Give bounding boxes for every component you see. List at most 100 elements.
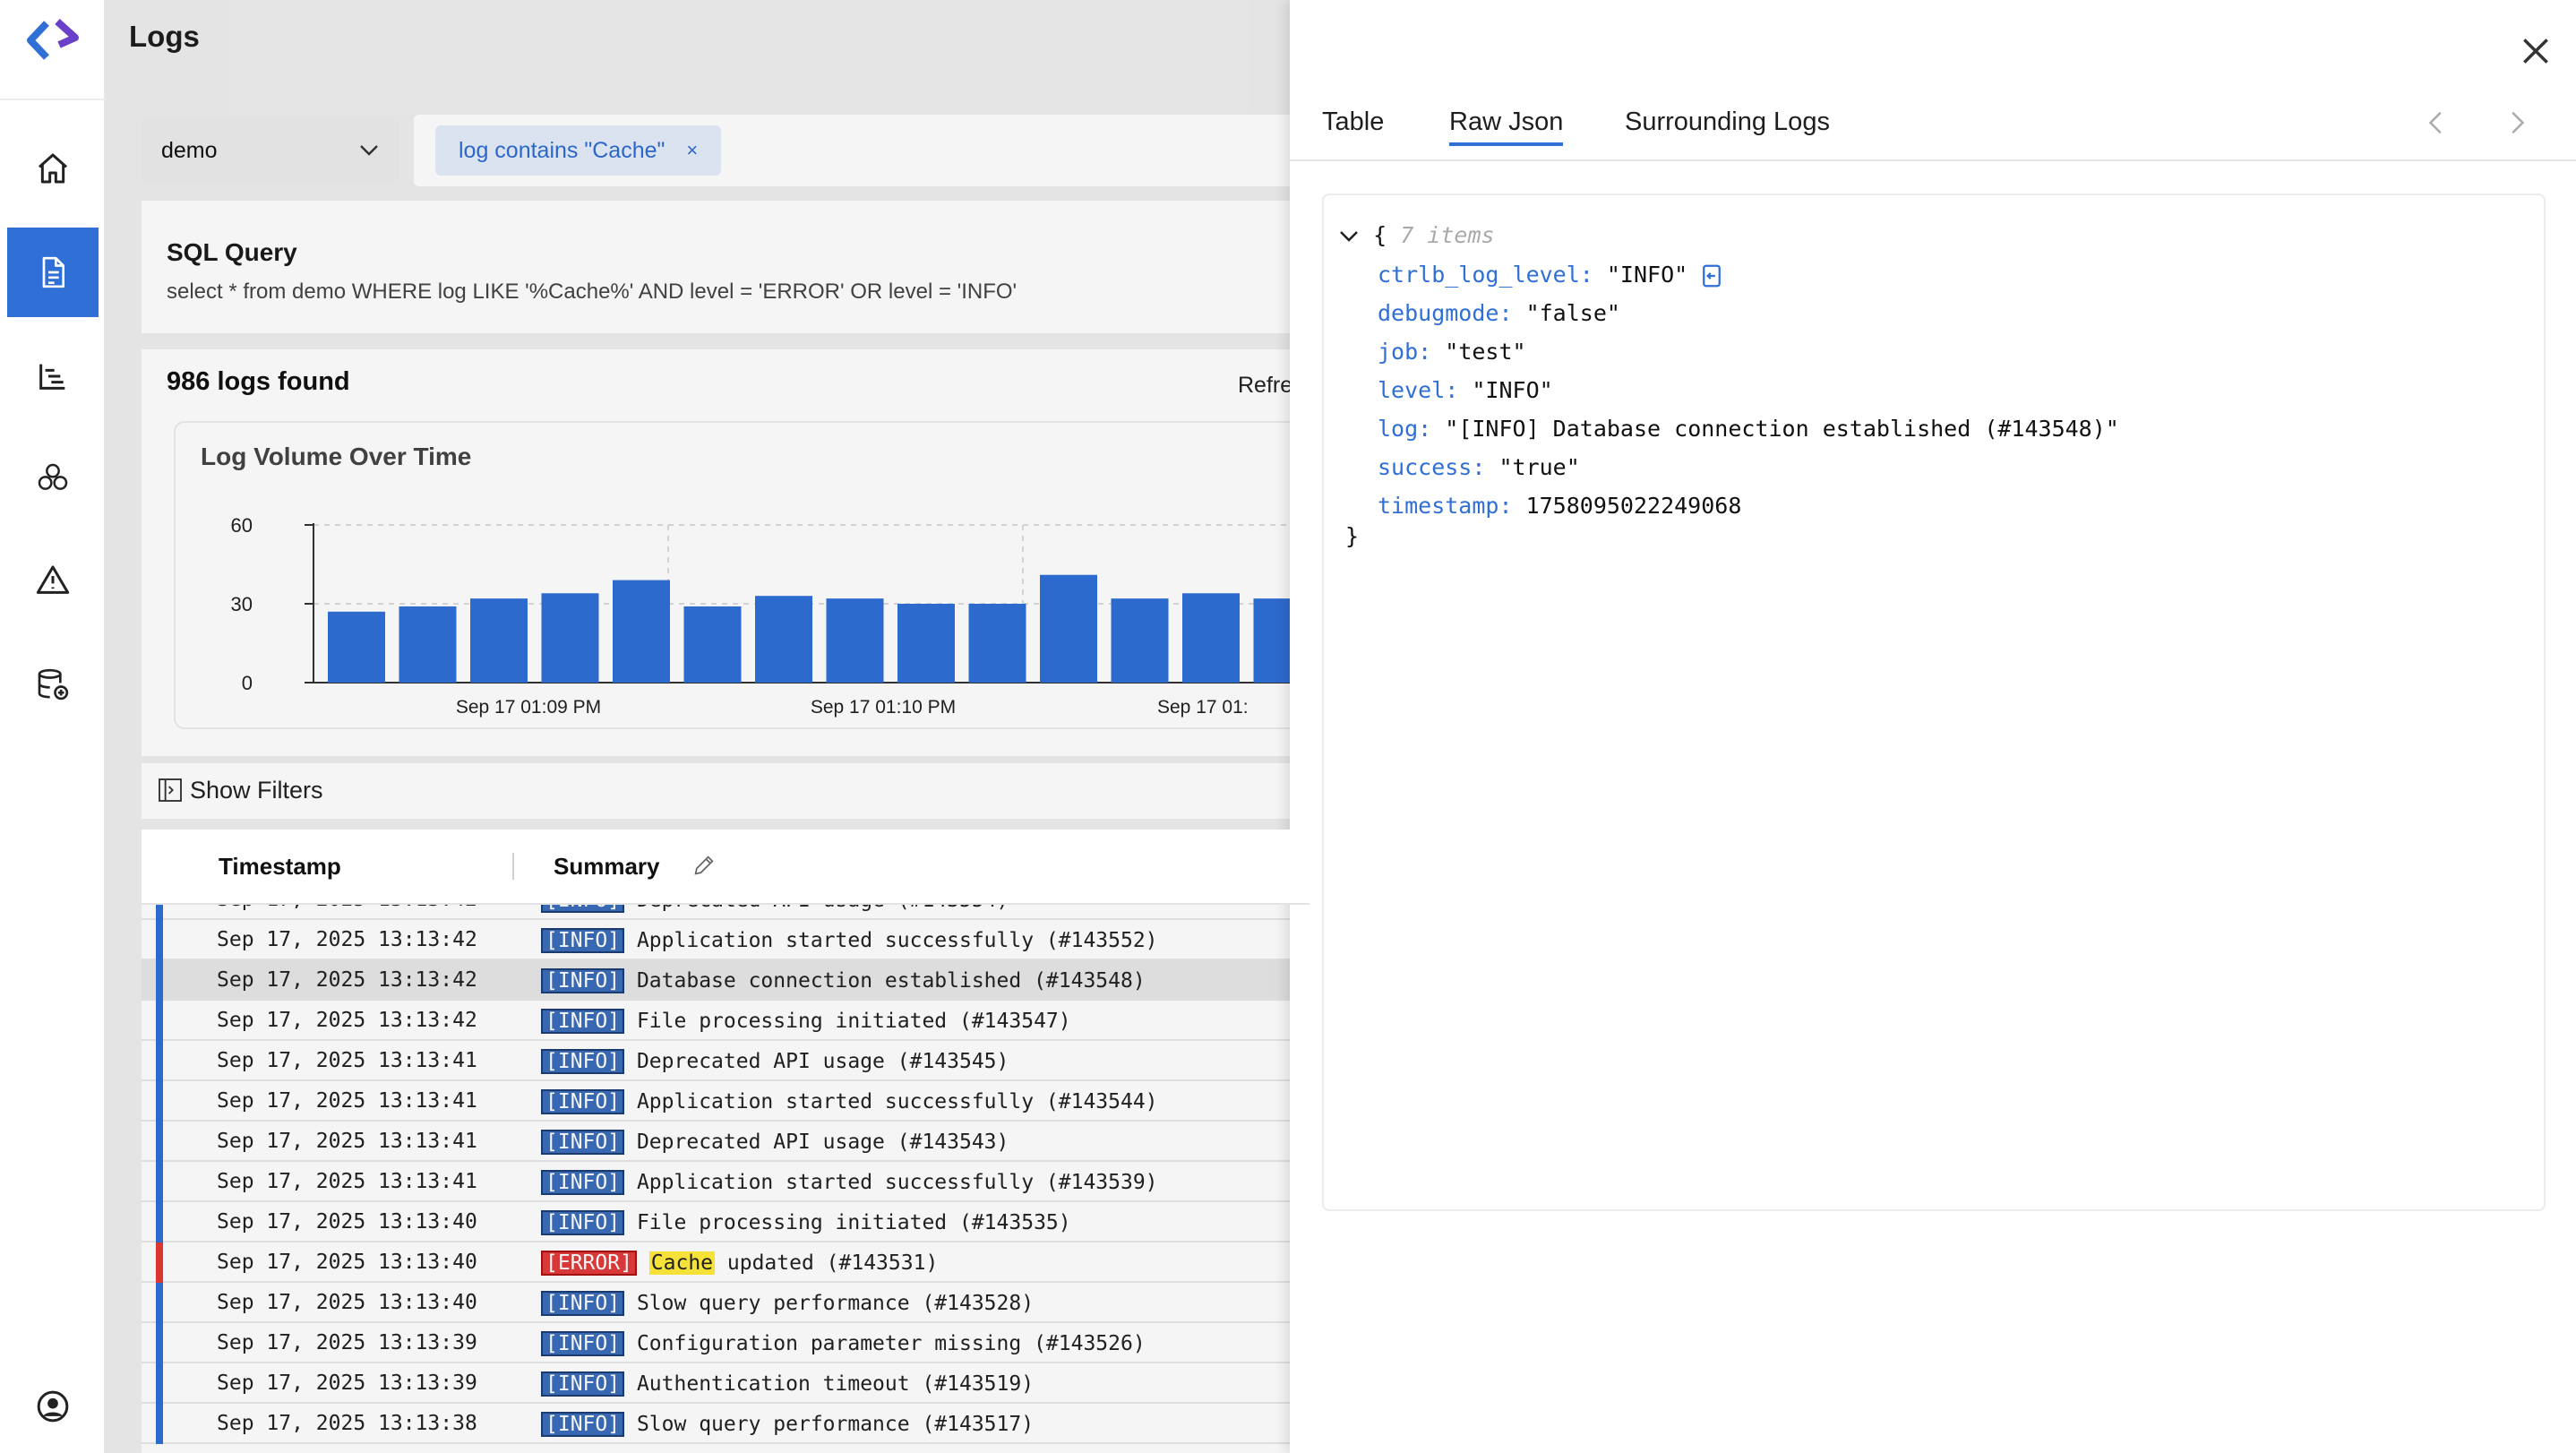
json-item-count: 7 items	[1400, 222, 1495, 248]
tab-surrounding-logs[interactable]: Surrounding Logs	[1625, 107, 1830, 136]
chip-remove-icon[interactable]: ×	[686, 139, 699, 161]
row-timestamp: Sep 17, 2025 13:13:40	[217, 1210, 477, 1234]
level-badge: [INFO]	[541, 928, 625, 953]
level-indicator	[156, 1363, 163, 1404]
json-close-brace: }	[1345, 523, 1360, 549]
log-detail-drawer: Table Raw Json Surrounding Logs { 7 item…	[1290, 0, 2576, 1453]
chart-bar	[826, 598, 884, 683]
json-value: "false"	[1512, 300, 1620, 326]
json-key: ctrlb_log_level:	[1378, 262, 1593, 288]
level-badge: [INFO]	[541, 1089, 625, 1114]
x-tick-label: Sep 17 01:	[1157, 697, 1249, 718]
y-tick-label: 0	[242, 672, 253, 694]
table-row[interactable]: Sep 17, 2025 13:13:42 [INFO] Database con…	[142, 960, 1309, 1001]
table-row[interactable]: Sep 17, 2025 13:13:40 [INFO] File process…	[142, 1202, 1309, 1242]
level-badge: [INFO]	[541, 1009, 625, 1034]
chevron-down-icon	[360, 145, 378, 156]
panel-toggle-icon	[159, 778, 182, 802]
json-entry[interactable]: level: "INFO"	[1378, 377, 1553, 403]
row-summary: [INFO] File processing initiated (#14353…	[541, 1210, 1071, 1235]
json-entry[interactable]: ctrlb_log_level: "INFO"	[1378, 262, 1725, 290]
table-row[interactable]: Sep 17, 2025 13:13:39 [INFO] Configuratio…	[142, 1323, 1309, 1363]
close-icon[interactable]	[2519, 34, 2553, 68]
json-entry[interactable]: timestamp: 1758095022249068	[1378, 493, 1741, 519]
table-row[interactable]: Sep 17, 2025 13:13:38 [INFO] Slow query p…	[142, 1404, 1309, 1444]
app-logo-icon[interactable]	[25, 18, 81, 63]
table-row[interactable]: Sep 17, 2025 13:13:41 [INFO] Application …	[142, 1081, 1309, 1122]
row-timestamp: Sep 17, 2025 13:13:42	[217, 928, 477, 951]
json-key: log:	[1378, 416, 1432, 442]
json-entry[interactable]: log: "[INFO] Database connection establi…	[1378, 416, 2119, 442]
y-tick-label: 30	[231, 593, 253, 615]
row-timestamp: Sep 17, 2025 13:13:41	[217, 1049, 477, 1072]
level-badge: [ERROR]	[541, 1251, 637, 1276]
chart-canvas: 60 30 0 Sep 17 01:09 PM Sep 17 01:10 PM Sep 1…	[231, 514, 1340, 718]
chart-bar	[897, 604, 955, 683]
sidebar-item-logs[interactable]	[7, 228, 99, 317]
chevron-left-icon[interactable]	[2424, 109, 2451, 136]
sidebar-item-home[interactable]	[7, 124, 99, 213]
chevron-right-icon[interactable]	[2503, 109, 2529, 136]
column-header-summary[interactable]: Summary	[554, 853, 660, 880]
chart-bar	[968, 604, 1026, 683]
level-badge: [INFO]	[541, 1210, 625, 1235]
json-value: "INFO"	[1593, 262, 1688, 288]
sidebar-item-data-sources[interactable]	[7, 640, 99, 729]
copy-icon[interactable]	[1698, 262, 1725, 290]
home-icon	[39, 153, 67, 184]
level-badge: [INFO]	[541, 1170, 625, 1195]
sidebar-item-alerts[interactable]	[7, 536, 99, 625]
chart-bar	[1040, 574, 1097, 683]
y-tick-label: 60	[231, 514, 253, 537]
row-summary: [INFO] Deprecated API usage (#143545)	[541, 1049, 1009, 1074]
results-card: 986 logs found Refre Log Volume Over Tim…	[142, 349, 1340, 756]
row-summary: [INFO] Database connection established (…	[541, 968, 1146, 993]
filter-chip[interactable]: log contains "Cache" ×	[435, 125, 722, 176]
row-timestamp: Sep 17, 2025 13:13:42	[217, 968, 477, 992]
column-resize-handle[interactable]	[512, 853, 514, 880]
stream-select[interactable]: demo	[142, 120, 399, 181]
table-row[interactable]: Sep 17, 2025 13:13:40 [INFO] Slow query p…	[142, 1283, 1309, 1323]
table-row[interactable]: Sep 17, 2025 13:13:42 [INFO] File process…	[142, 1001, 1309, 1041]
tab-table[interactable]: Table	[1322, 107, 1385, 136]
show-filters-bar[interactable]: Show Filters	[142, 763, 1309, 819]
logs-table: Sep 17, 2025 13:13:42 [INFO] Deprecated A…	[142, 830, 1309, 1453]
table-row[interactable]: Sep 17, 2025 13:13:41 [INFO] Deprecated A…	[142, 1041, 1309, 1081]
refresh-button[interactable]: Refre	[1238, 373, 1293, 398]
json-entry[interactable]: debugmode: "false"	[1378, 300, 1620, 326]
sidebar-item-traces[interactable]	[7, 331, 99, 421]
level-indicator	[156, 920, 163, 960]
level-indicator	[156, 1081, 163, 1122]
level-badge: [INFO]	[541, 1331, 625, 1356]
table-row[interactable]: Sep 17, 2025 13:13:40 [ERROR] Cache updat…	[142, 1242, 1309, 1283]
document-icon	[42, 256, 64, 288]
column-header-timestamp[interactable]: Timestamp	[219, 853, 341, 880]
row-summary: [INFO] Application started successfully …	[541, 1089, 1158, 1114]
chevron-down-icon[interactable]	[1338, 228, 1360, 245]
json-root[interactable]: { 7 items	[1338, 222, 1495, 248]
tab-raw-json[interactable]: Raw Json	[1449, 107, 1564, 146]
show-filters-label: Show Filters	[190, 777, 323, 804]
chart-bar	[541, 593, 599, 683]
pencil-icon[interactable]	[691, 853, 717, 878]
json-key: timestamp:	[1378, 493, 1513, 519]
table-row[interactable]: Sep 17, 2025 13:13:39 [INFO] Authenticati…	[142, 1363, 1309, 1404]
x-tick-label: Sep 17 01:09 PM	[456, 697, 601, 718]
sidebar-item-user[interactable]	[7, 1362, 99, 1451]
table-row[interactable]: Sep 17, 2025 13:13:42 [INFO] Application …	[142, 920, 1309, 960]
table-row[interactable]: Sep 17, 2025 13:13:41 [INFO] Deprecated A…	[142, 1122, 1309, 1162]
json-entry[interactable]: job: "test"	[1378, 339, 1526, 365]
sidebar-item-services[interactable]	[7, 434, 99, 523]
chart-bar	[470, 598, 528, 683]
chart-bar	[683, 606, 742, 683]
json-entry[interactable]: success: "true"	[1378, 454, 1580, 480]
log-volume-chart: Log Volume Over Time 60 30 0 Sep 17 01:09 P…	[174, 421, 1340, 729]
chart-bar	[328, 611, 385, 683]
table-row[interactable]: Sep 17, 2025 13:13:41 [INFO] Application …	[142, 1162, 1309, 1202]
row-timestamp: Sep 17, 2025 13:13:39	[217, 1371, 477, 1395]
cubes-icon	[38, 463, 68, 490]
level-indicator	[156, 1041, 163, 1081]
row-summary: [INFO] Application started successfully …	[541, 928, 1158, 953]
warning-icon	[36, 565, 70, 594]
row-summary: [INFO] Configuration parameter missing (…	[541, 1331, 1146, 1356]
